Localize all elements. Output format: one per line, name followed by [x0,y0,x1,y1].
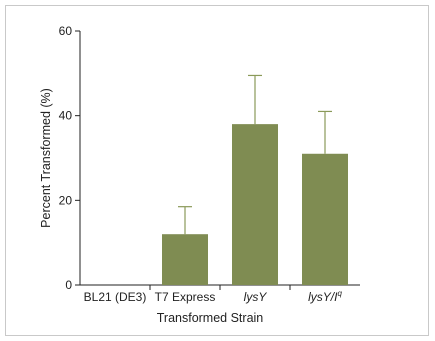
x-tick-label: T7 Express [155,290,216,304]
chart-frame [5,5,429,336]
error-bars [178,74,332,235]
x-tick-labels: BL21 (DE3) T7 Express lysY lysY/Iq [84,289,343,304]
bars [162,124,348,285]
bar [302,153,348,285]
y-axis-title: Percent Transformed (%) [39,88,53,228]
y-tick-label: 40 [59,109,73,123]
x-tick-label: lysY/Iq [308,289,342,304]
bar [162,234,208,285]
bar [232,124,278,285]
x-axis-title: Transformed Strain [157,311,264,325]
y-tick-label: 60 [59,24,73,38]
x-tick-label: lysY [244,290,268,304]
y-ticks: 0 20 40 60 [59,24,80,292]
y-tick-label: 0 [65,278,72,292]
y-tick-label: 20 [59,193,73,207]
x-tick-label: BL21 (DE3) [84,290,147,304]
